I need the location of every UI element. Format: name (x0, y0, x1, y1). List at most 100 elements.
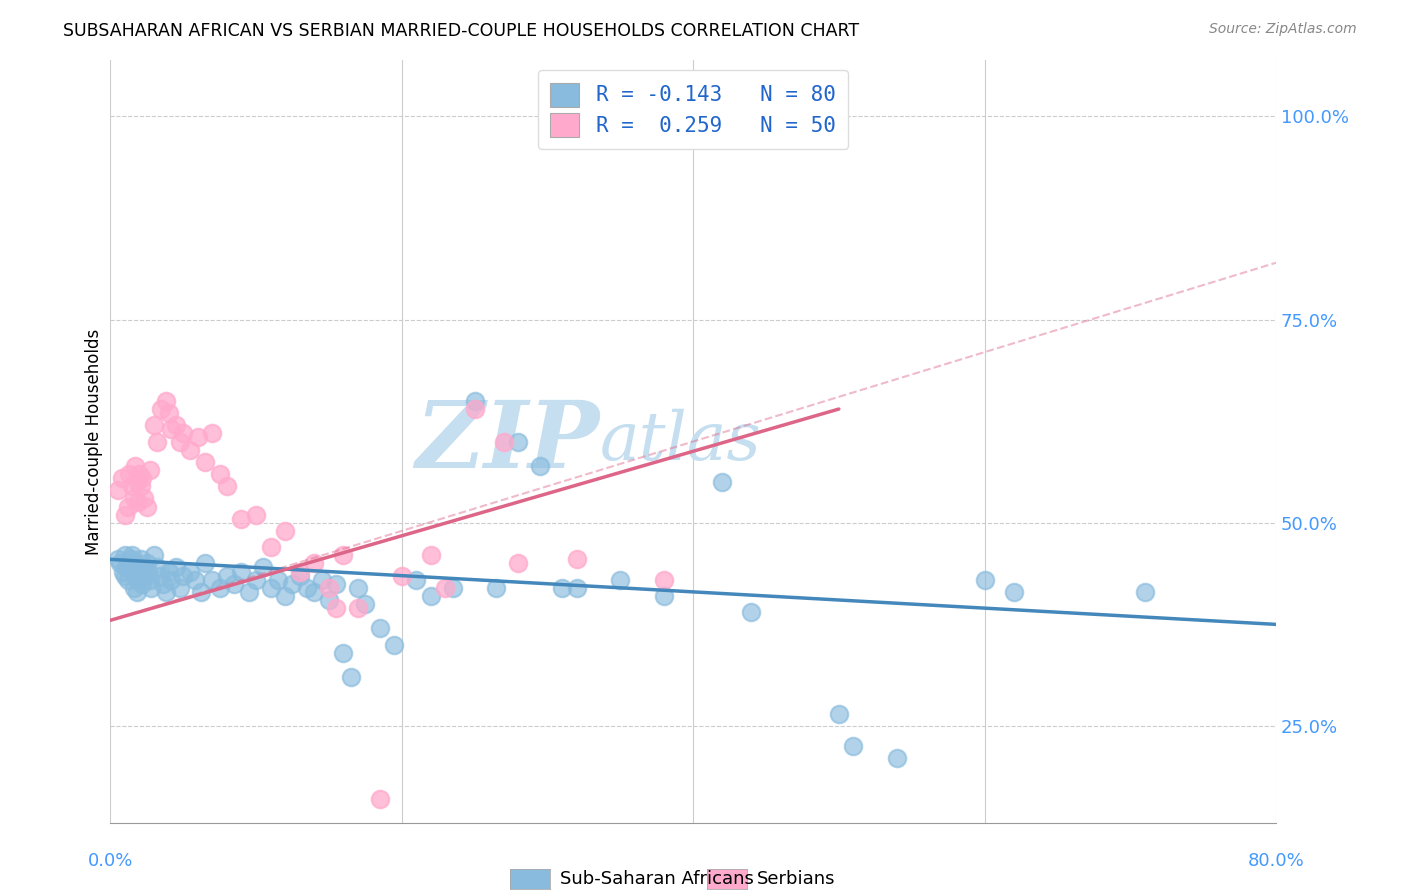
Point (146, 560, 169, 574)
Point (464, 393, 486, 408)
Point (332, 549, 354, 563)
Point (139, 581, 162, 595)
Point (118, 557, 141, 571)
Point (842, 739, 865, 754)
Point (368, 622, 391, 636)
Point (124, 458, 146, 473)
Point (288, 565, 311, 579)
Point (150, 402, 173, 417)
Point (160, 573, 183, 587)
Point (134, 568, 156, 582)
Point (318, 593, 340, 607)
Point (354, 597, 377, 611)
Point (252, 560, 274, 574)
Point (120, 552, 142, 566)
Point (107, 552, 129, 566)
Point (231, 565, 253, 579)
Point (190, 585, 212, 599)
Text: SUBSAHARAN AFRICAN VS SERBIAN MARRIED-COUPLE HOUSEHOLDS CORRELATION CHART: SUBSAHARAN AFRICAN VS SERBIAN MARRIED-CO… (63, 22, 859, 40)
Text: ZIP: ZIP (416, 397, 600, 486)
Point (160, 422, 183, 436)
Point (215, 479, 238, 493)
Point (122, 491, 145, 506)
Point (143, 418, 166, 433)
Text: atlas: atlas (600, 409, 762, 475)
Point (405, 573, 427, 587)
Point (325, 601, 347, 615)
Point (565, 552, 588, 566)
Point (121, 549, 143, 563)
Point (419, 549, 441, 563)
Point (391, 568, 413, 582)
Point (384, 638, 406, 652)
Point (267, 573, 290, 587)
Point (128, 467, 150, 481)
Legend: R = -0.143   N = 80, R =  0.259   N = 50: R = -0.143 N = 80, R = 0.259 N = 50 (537, 70, 848, 149)
Point (155, 393, 177, 408)
Point (165, 418, 187, 433)
Point (143, 549, 166, 563)
Point (565, 581, 588, 595)
Point (652, 589, 675, 603)
Point (259, 581, 281, 595)
Point (125, 585, 148, 599)
Point (129, 552, 152, 566)
Point (118, 467, 141, 481)
Point (117, 573, 139, 587)
Point (652, 573, 675, 587)
Point (157, 406, 180, 420)
Point (828, 706, 851, 721)
Text: 80.0%: 80.0% (1247, 852, 1305, 870)
Point (208, 581, 231, 595)
Point (434, 581, 457, 595)
Point (201, 573, 224, 587)
Point (288, 568, 311, 582)
Point (194, 455, 217, 469)
Point (325, 576, 347, 591)
Text: 0.0%: 0.0% (87, 852, 134, 870)
Point (609, 573, 631, 587)
Point (132, 560, 155, 574)
Point (419, 589, 441, 603)
Point (128, 565, 150, 579)
Point (179, 565, 201, 579)
Point (441, 581, 464, 595)
Point (529, 458, 551, 473)
Point (339, 670, 361, 684)
Point (169, 434, 191, 449)
Point (184, 573, 207, 587)
Point (1002, 585, 1025, 599)
Point (274, 524, 297, 538)
Point (107, 483, 129, 498)
Point (485, 581, 508, 595)
Point (332, 646, 354, 660)
Point (304, 557, 326, 571)
Point (111, 471, 134, 485)
Point (132, 491, 155, 506)
Point (304, 585, 326, 599)
Point (245, 573, 267, 587)
Point (125, 560, 148, 574)
Point (201, 426, 224, 441)
Text: Serbians: Serbians (756, 870, 835, 888)
Point (508, 557, 530, 571)
Point (115, 560, 138, 574)
Point (347, 581, 370, 595)
Point (125, 475, 148, 490)
Text: Source: ZipAtlas.com: Source: ZipAtlas.com (1209, 22, 1357, 37)
Point (149, 568, 172, 582)
Point (886, 751, 908, 765)
Point (464, 402, 486, 417)
Point (740, 605, 762, 619)
Point (169, 581, 191, 595)
Point (274, 589, 297, 603)
Point (208, 467, 231, 481)
Point (146, 434, 169, 449)
Point (259, 540, 281, 554)
Point (347, 601, 370, 615)
Point (215, 568, 238, 582)
Point (138, 573, 160, 587)
Point (135, 557, 157, 571)
Point (117, 500, 139, 514)
Point (129, 479, 152, 493)
